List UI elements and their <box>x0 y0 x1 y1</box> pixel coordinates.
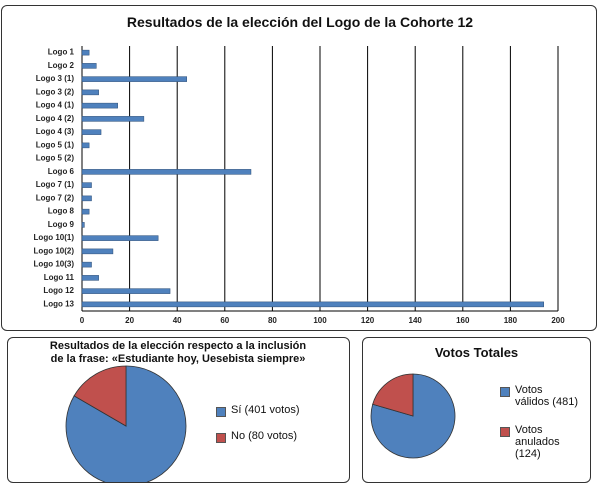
y-tick-label: Logo 11 <box>44 273 75 282</box>
y-tick-label: Logo 6 <box>48 167 75 176</box>
pie-panel: Resultados de la elección respecto a la … <box>7 337 350 483</box>
y-tick-label: Logo 5 (1) <box>36 140 75 149</box>
bar <box>81 288 171 294</box>
bar <box>81 195 92 202</box>
x-tick-label: 100 <box>313 316 327 325</box>
y-tick-label: Logo 8 <box>48 207 75 216</box>
x-tick-label: 200 <box>551 316 565 325</box>
y-tick-label: Logo 4 (1) <box>36 101 75 110</box>
pie-chart <box>370 373 456 459</box>
bar-panel: Resultados de la elección del Logo de la… <box>1 5 597 331</box>
chart-title: Votos Totales <box>434 345 519 360</box>
legend-label: No (80 votos) <box>231 430 298 442</box>
x-tick-label: 140 <box>409 316 423 325</box>
legend-swatch <box>216 433 226 443</box>
y-tick-label: Logo 2 <box>48 61 75 70</box>
chart-title: Resultados de la elección del Logo de la… <box>126 14 474 30</box>
legend-swatch <box>500 427 510 437</box>
y-tick-label: Logo 5 (2) <box>36 154 75 163</box>
bar <box>81 222 85 228</box>
y-tick-label: Logo 3 (2) <box>36 87 75 96</box>
y-tick-label: Logo 10(3) <box>34 260 75 269</box>
x-tick-label: 180 <box>504 316 518 325</box>
bar <box>81 182 92 188</box>
bar <box>81 102 118 109</box>
chart-title: Resultados de la elección respecto a la … <box>49 340 307 365</box>
legend-label: Votos válidos (481) <box>515 384 578 408</box>
legend-swatch <box>500 387 510 397</box>
pie-slice <box>370 373 456 459</box>
legend-label: Votos anulados (124) <box>515 424 560 460</box>
bar-chart: 0 20 40 60 80 100 120 140 160 180 200 Logo 1 Logo 2 L… <box>34 46 565 325</box>
pie-panel: Votos Totales Votos válidos (481) Votos a… <box>362 337 591 483</box>
pie-slice <box>65 365 187 482</box>
y-tick-label: Logo 4 (3) <box>36 127 75 136</box>
y-tick-label: Logo 9 <box>48 220 75 229</box>
y-tick-label: Logo 13 <box>43 299 74 308</box>
bar <box>81 129 102 135</box>
pie-slice <box>372 373 414 417</box>
bar <box>81 235 159 241</box>
y-tick-label: Logo 12 <box>43 286 74 295</box>
pie-slice <box>73 365 127 427</box>
legend-item: No (80 votos) <box>216 430 337 443</box>
y-tick-label: Logo 7 (2) <box>36 193 75 202</box>
pie-chart <box>65 365 187 482</box>
bar <box>81 89 99 96</box>
bar <box>81 169 252 175</box>
y-tick-label: Logo 4 (2) <box>36 114 75 123</box>
bar <box>81 208 90 215</box>
x-tick-label: 0 <box>80 316 85 325</box>
bar <box>81 142 90 149</box>
bar <box>81 63 97 69</box>
x-tick-label: 80 <box>268 316 277 325</box>
x-tick-label: 20 <box>125 316 134 325</box>
bar <box>81 49 90 56</box>
bar <box>81 116 145 122</box>
y-tick-label: Logo 1 <box>48 48 75 57</box>
y-tick-label: Logo 10(1) <box>34 233 75 242</box>
x-tick-label: 120 <box>361 316 375 325</box>
bar <box>81 301 544 308</box>
bar <box>81 76 187 82</box>
bar <box>81 248 114 255</box>
legend-label: Sí (401 votos) <box>231 404 300 416</box>
legend-item: Votos válidos (481) <box>500 384 578 408</box>
x-tick-label: 160 <box>456 316 470 325</box>
bar <box>81 261 92 268</box>
legend-item: Sí (401 votos) <box>216 404 337 417</box>
y-tick-label: Logo 3 (1) <box>36 74 75 83</box>
bar <box>81 275 99 281</box>
x-tick-label: 60 <box>220 316 229 325</box>
x-tick-label: 40 <box>173 316 182 325</box>
legend-swatch <box>216 407 226 417</box>
y-tick-label: Logo 7 (1) <box>36 180 75 189</box>
y-tick-label: Logo 10(2) <box>34 246 75 255</box>
legend-item: Votos anulados (124) <box>500 424 578 460</box>
